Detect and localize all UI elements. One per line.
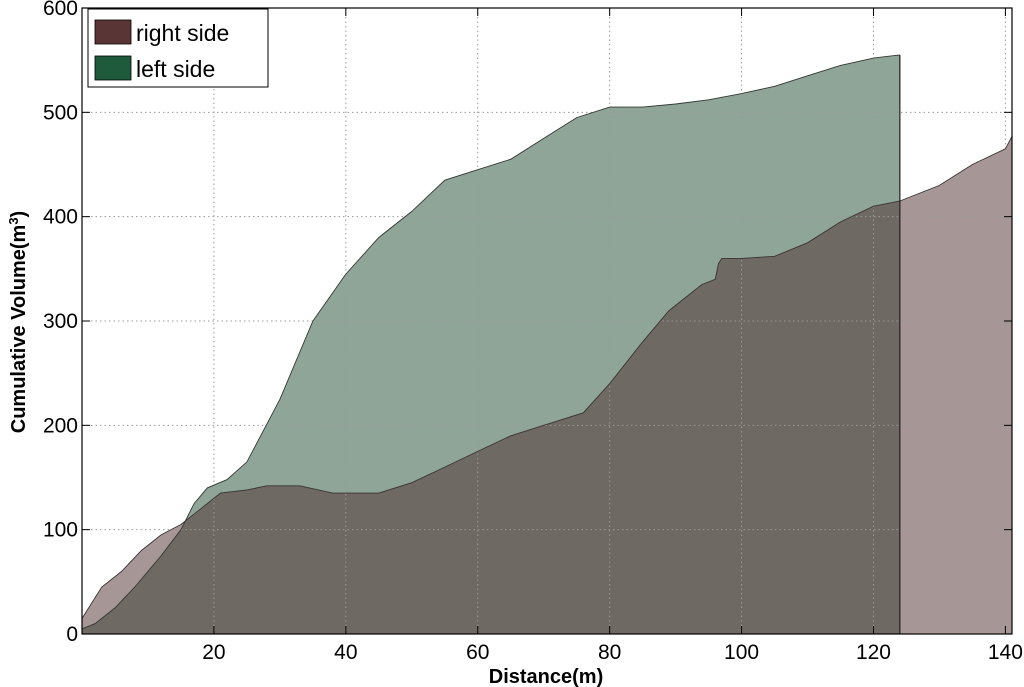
legend-swatch-left-side [94, 55, 132, 81]
x-tick-label: 140 [988, 641, 1023, 664]
y-tick-label: 500 [43, 101, 78, 124]
y-tick-label: 600 [43, 0, 78, 20]
y-axis-title-superscript: 3 [6, 217, 21, 224]
line-right-side [81, 136, 1013, 619]
area-overlap [82, 136, 900, 634]
y-tick-label: 0 [66, 623, 78, 646]
x-axis-title: Distance(m) [489, 666, 603, 687]
y-tick-label: 200 [43, 414, 78, 437]
y-axis-title: Cumulative Volume(m3) [6, 211, 31, 433]
x-tick-label: 40 [334, 641, 357, 664]
x-tick-label: 120 [856, 641, 891, 664]
legend: right side left side [87, 8, 269, 88]
x-tick-label: 60 [466, 641, 489, 664]
axis-ticks: 20 40 60 80 100 120 140 0 100 200 300 400 500 600 [43, 0, 1023, 664]
x-tick-label: 80 [598, 641, 621, 664]
x-tick-label: 100 [724, 641, 759, 664]
y-tick-label: 300 [43, 310, 78, 333]
legend-swatch-right-side [94, 19, 132, 45]
line-left-side [81, 54, 900, 630]
y-tick-label: 100 [43, 519, 78, 542]
y-axis-title-text: Cumulative Volume(m [8, 225, 30, 434]
y-tick-label: 400 [43, 206, 78, 229]
y-axis-title-close: ) [8, 211, 30, 218]
plot-fills [82, 54, 1012, 635]
series-boundaries [81, 54, 1013, 634]
x-tick-label: 20 [202, 641, 225, 664]
legend-label-left-side: left side [136, 56, 215, 82]
legend-label-right-side: right side [136, 20, 229, 46]
